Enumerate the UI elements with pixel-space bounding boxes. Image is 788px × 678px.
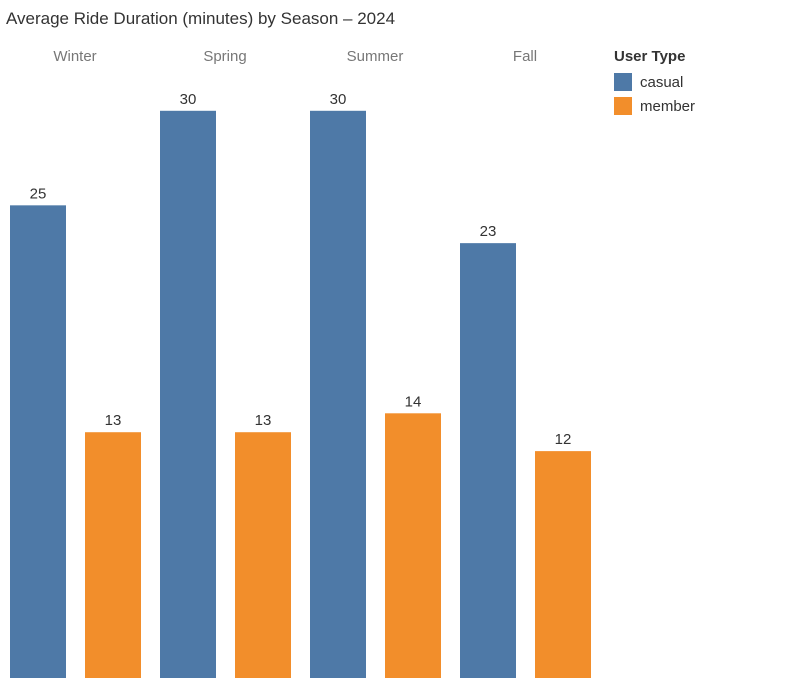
bar-member-spring[interactable] (235, 432, 291, 678)
bar-casual-winter[interactable] (10, 205, 66, 678)
bar-casual-spring[interactable] (160, 110, 216, 678)
legend-label-casual: casual (640, 73, 684, 91)
data-label-member-fall: 12 (555, 431, 572, 448)
chart-title: Average Ride Duration (minutes) by Seaso… (6, 9, 396, 28)
bar-casual-fall[interactable] (460, 243, 516, 678)
legend-title: User Type (614, 48, 686, 65)
legend: User Type casual member (614, 48, 695, 118)
bar-casual-summer[interactable] (310, 110, 366, 678)
legend-label-member: member (640, 97, 696, 115)
legend-item-member[interactable]: member (614, 94, 695, 118)
category-label-fall: Fall (513, 48, 537, 65)
data-label-casual-spring: 30 (180, 91, 197, 108)
bar-member-fall[interactable] (535, 451, 591, 678)
data-label-member-spring: 13 (255, 412, 272, 429)
bar-member-winter[interactable] (85, 432, 141, 678)
category-label-summer: Summer (347, 48, 404, 65)
data-label-casual-fall: 23 (480, 223, 497, 240)
category-label-winter: Winter (53, 48, 96, 65)
bar-member-summer[interactable] (385, 413, 441, 678)
data-label-casual-summer: 30 (330, 91, 347, 108)
legend-item-casual[interactable]: casual (614, 70, 695, 94)
data-label-casual-winter: 25 (30, 185, 47, 202)
legend-swatch-casual (614, 73, 632, 91)
data-label-member-summer: 14 (405, 393, 422, 410)
legend-swatch-member (614, 97, 632, 115)
data-label-member-winter: 13 (105, 412, 122, 429)
category-label-spring: Spring (203, 48, 246, 65)
